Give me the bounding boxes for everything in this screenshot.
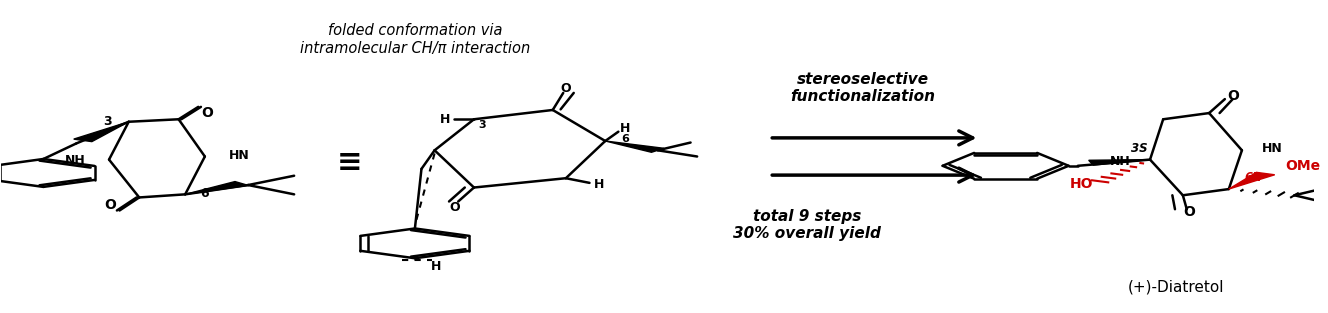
Text: HO: HO	[1070, 177, 1093, 192]
Polygon shape	[1228, 172, 1275, 189]
Text: NH: NH	[1110, 155, 1130, 168]
Text: 6R: 6R	[1244, 172, 1262, 184]
Text: O: O	[1183, 205, 1195, 219]
Text: ≡: ≡	[336, 148, 363, 177]
Polygon shape	[1089, 160, 1150, 165]
Text: 6: 6	[201, 187, 210, 200]
Text: H: H	[620, 122, 629, 135]
Text: stereoselective
functionalization: stereoselective functionalization	[790, 72, 935, 105]
Text: folded conformation via
intramolecular CH/π interaction: folded conformation via intramolecular C…	[300, 23, 530, 55]
Text: total 9 steps
30% overall yield: total 9 steps 30% overall yield	[733, 208, 882, 241]
Text: 6: 6	[622, 135, 629, 144]
Text: H: H	[594, 178, 604, 191]
Text: OMe: OMe	[1286, 159, 1320, 173]
Text: NH: NH	[65, 154, 85, 167]
Text: H: H	[440, 113, 450, 126]
Text: O: O	[105, 198, 117, 212]
Text: (+)-Diatretol: (+)-Diatretol	[1127, 280, 1224, 295]
Text: O: O	[560, 82, 571, 95]
Text: O: O	[202, 106, 214, 120]
Polygon shape	[606, 141, 664, 152]
Text: HN: HN	[228, 149, 250, 162]
Text: O: O	[449, 201, 459, 214]
Text: HN: HN	[1262, 142, 1283, 155]
Text: 3: 3	[478, 120, 486, 130]
Text: H: H	[430, 259, 441, 273]
Text: 3S: 3S	[1130, 142, 1147, 155]
Text: O: O	[1227, 89, 1239, 103]
Polygon shape	[185, 182, 248, 194]
Text: 3: 3	[104, 115, 112, 128]
Polygon shape	[74, 122, 129, 141]
